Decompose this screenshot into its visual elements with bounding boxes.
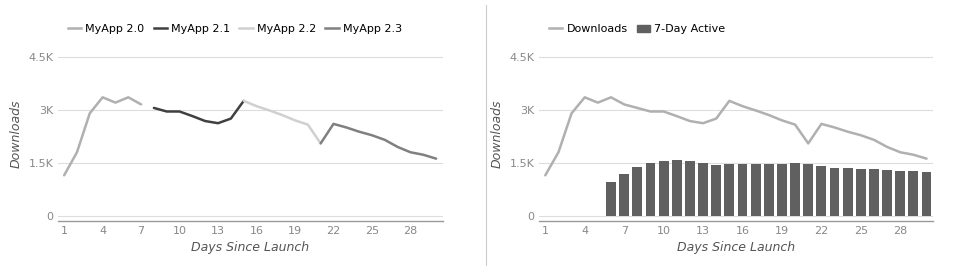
Bar — [684, 161, 694, 216]
Bar — [645, 163, 654, 216]
Bar — [842, 168, 851, 216]
Bar — [789, 163, 800, 216]
Bar — [921, 172, 930, 216]
Bar — [855, 168, 865, 216]
Y-axis label: Downloads: Downloads — [10, 99, 23, 168]
Bar — [605, 183, 615, 216]
Bar — [724, 164, 733, 216]
Legend: MyApp 2.0, MyApp 2.1, MyApp 2.2, MyApp 2.3: MyApp 2.0, MyApp 2.1, MyApp 2.2, MyApp 2… — [63, 20, 407, 39]
Bar — [816, 166, 825, 216]
Bar — [710, 165, 721, 216]
X-axis label: Days Since Launch: Days Since Launch — [677, 241, 794, 254]
Legend: Downloads, 7-Day Active: Downloads, 7-Day Active — [544, 20, 729, 39]
Bar — [619, 174, 628, 216]
Bar — [698, 163, 707, 216]
Bar — [750, 164, 760, 216]
Bar — [907, 171, 918, 216]
Bar — [868, 169, 878, 216]
Bar — [828, 167, 839, 216]
Bar — [895, 171, 904, 216]
Bar — [658, 161, 668, 216]
Bar — [671, 160, 681, 216]
Y-axis label: Downloads: Downloads — [490, 99, 504, 168]
Bar — [631, 167, 642, 216]
Bar — [802, 164, 812, 216]
Bar — [881, 170, 891, 216]
X-axis label: Days Since Launch: Days Since Launch — [191, 241, 308, 254]
Bar — [776, 164, 786, 216]
Bar — [737, 164, 747, 216]
Bar — [763, 164, 773, 216]
